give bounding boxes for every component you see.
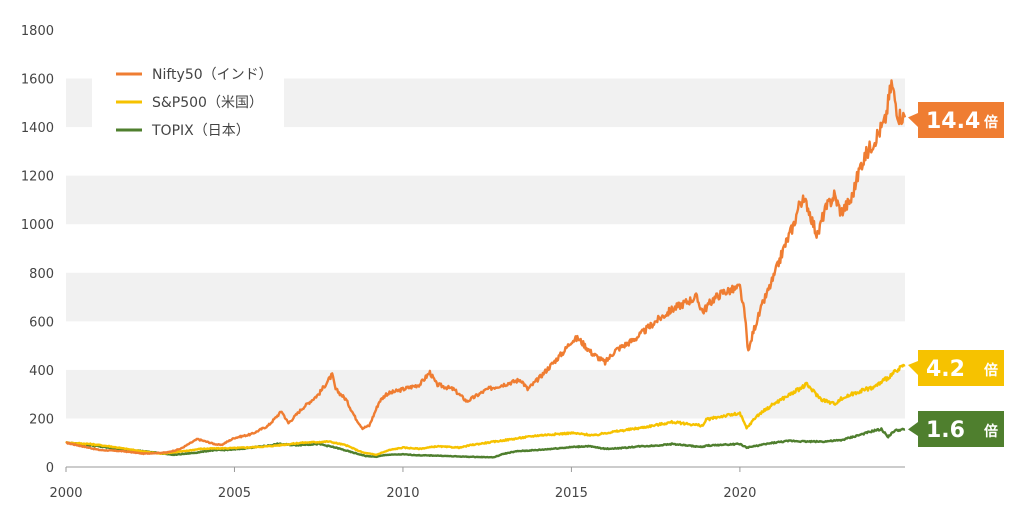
y-tick-label: 600 <box>29 315 54 330</box>
callout-unit: 倍 <box>984 114 998 131</box>
x-tick-label: 2015 <box>555 486 588 501</box>
x-tick-label: 2000 <box>49 486 82 501</box>
legend-entry: S&P500（米国） <box>152 95 263 111</box>
legend: Nifty50（インド） S&P500（米国） TOPIX（日本） <box>92 50 284 150</box>
callout-2: 1.6 倍 <box>908 411 1004 447</box>
y-tick-label: 0 <box>46 461 54 476</box>
series-lines <box>65 79 907 459</box>
y-axis-ticks: 0 200 400 600 800 1000 1200 1400 1600 1800 <box>21 24 54 476</box>
y-tick-label: 200 <box>29 412 54 427</box>
callout-value: 4.2 <box>926 357 965 382</box>
callouts: 14.4 倍4.2 倍1.6 倍 <box>908 102 1004 447</box>
y-tick-label: 1400 <box>21 121 54 136</box>
series-line-1 <box>65 363 906 457</box>
y-tick-label: 1600 <box>21 73 54 88</box>
callout-box <box>918 350 1004 386</box>
y-tick-label: 1800 <box>21 24 54 39</box>
callout-1: 4.2 倍 <box>908 350 1004 386</box>
y-tick-label: 800 <box>29 267 54 282</box>
x-tick-label: 2020 <box>723 486 756 501</box>
callout-box <box>918 102 1004 138</box>
callout-pointer <box>908 422 918 436</box>
callout-0: 14.4 倍 <box>908 102 1004 138</box>
callout-value: 1.6 <box>926 418 965 443</box>
grid-band <box>66 175 905 225</box>
legend-entry: Nifty50（インド） <box>152 67 273 83</box>
y-tick-label: 1000 <box>21 218 54 233</box>
x-axis-ticks: 2000 2005 2010 2015 2020 <box>49 466 905 501</box>
legend-box <box>92 50 284 150</box>
callout-box <box>918 411 1004 447</box>
callout-unit: 倍 <box>984 362 998 379</box>
grid-band <box>66 272 905 322</box>
callout-pointer <box>908 113 918 127</box>
y-tick-label: 1200 <box>21 170 54 185</box>
series-line-2 <box>65 427 906 459</box>
grid-band <box>66 369 905 419</box>
x-tick-label: 2010 <box>386 486 419 501</box>
callout-value: 14.4 <box>926 109 980 134</box>
series-line-0 <box>65 79 907 456</box>
y-tick-label: 400 <box>29 364 54 379</box>
callout-unit: 倍 <box>984 423 998 440</box>
x-tick-label: 2005 <box>218 486 251 501</box>
callout-pointer <box>908 361 918 375</box>
legend-entry: TOPIX（日本） <box>151 123 250 139</box>
